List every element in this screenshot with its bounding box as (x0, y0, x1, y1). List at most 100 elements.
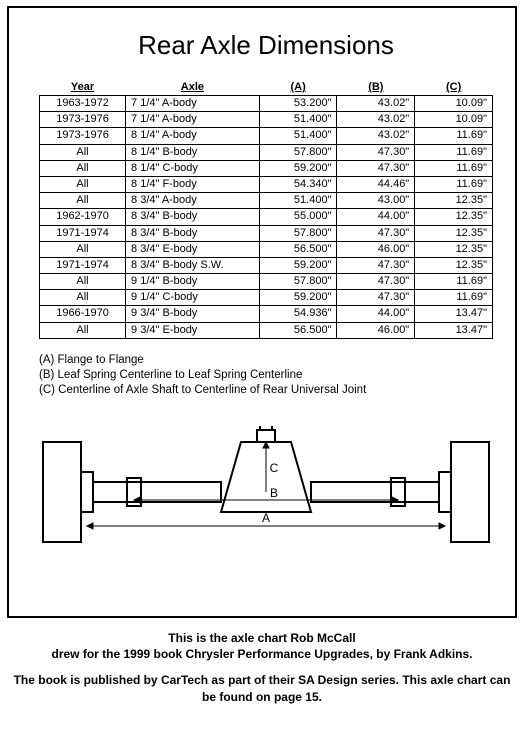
table-cell: 1973-1976 (40, 112, 126, 128)
legend-b: (B) Leaf Spring Centerline to Leaf Sprin… (39, 368, 493, 383)
table-cell: 10.09" (415, 96, 493, 112)
table-cell: 47.30" (337, 160, 415, 176)
table-cell: 47.30" (337, 257, 415, 273)
legend-a: (A) Flange to Flange (39, 353, 493, 368)
table-cell: 9 1/4" C-body (126, 290, 260, 306)
table-row: All8 1/4" C-body59.200"47.30"11.69" (40, 160, 493, 176)
table-cell: 13.47" (415, 322, 493, 338)
table-cell: 11.69" (415, 176, 493, 192)
table-cell: 59.200" (259, 160, 337, 176)
page-title: Rear Axle Dimensions (39, 30, 493, 61)
table-cell: 51.400" (259, 193, 337, 209)
table-cell: 11.69" (415, 160, 493, 176)
table-row: All9 1/4" B-body57.800"47.30"11.69" (40, 274, 493, 290)
table-cell: 57.800" (259, 144, 337, 160)
table-cell: 44.46" (337, 176, 415, 192)
table-cell: 12.35" (415, 193, 493, 209)
table-cell: All (40, 176, 126, 192)
table-cell: 47.30" (337, 225, 415, 241)
caption-line2: The book is published by CarTech as part… (7, 672, 517, 704)
col-axle: Axle (126, 79, 260, 96)
table-cell: 56.500" (259, 322, 337, 338)
table-row: All9 3/4" E-body56.500"46.00"13.47" (40, 322, 493, 338)
table-cell: 59.200" (259, 290, 337, 306)
table-cell: All (40, 274, 126, 290)
table-cell: 43.02" (337, 128, 415, 144)
col-a: (A) (259, 79, 337, 96)
table-cell: 54.936" (259, 306, 337, 322)
table-row: 1971-19748 3/4" B-body S.W.59.200"47.30"… (40, 257, 493, 273)
table-cell: All (40, 193, 126, 209)
table-cell: 44.00" (337, 306, 415, 322)
table-cell: 8 1/4" A-body (126, 128, 260, 144)
table-cell: 43.02" (337, 112, 415, 128)
table-cell: 57.800" (259, 274, 337, 290)
table-cell: 51.400" (259, 112, 337, 128)
table-cell: 47.30" (337, 290, 415, 306)
table-cell: All (40, 241, 126, 257)
table-cell: 11.69" (415, 144, 493, 160)
table-cell: 8 3/4" A-body (126, 193, 260, 209)
table-row: 1966-19709 3/4" B-body54.936"44.00"13.47… (40, 306, 493, 322)
table-row: All8 1/4" B-body57.800"47.30"11.69" (40, 144, 493, 160)
table-cell: 1966-1970 (40, 306, 126, 322)
table-cell: 12.35" (415, 257, 493, 273)
diagram-label-c: C (270, 461, 279, 475)
table-cell: 51.400" (259, 128, 337, 144)
table-cell: 10.09" (415, 112, 493, 128)
table-row: 1971-19748 3/4" B-body57.800"47.30"12.35… (40, 225, 493, 241)
table-cell: 7 1/4" A-body (126, 96, 260, 112)
caption-line1a: This is the axle chart Rob McCall (168, 631, 355, 645)
table-cell: 59.200" (259, 257, 337, 273)
table-row: 1963-19727 1/4" A-body53.200"43.02"10.09… (40, 96, 493, 112)
table-cell: 12.35" (415, 209, 493, 225)
table-cell: 9 3/4" E-body (126, 322, 260, 338)
table-row: 1973-19768 1/4" A-body51.400"43.02"11.69… (40, 128, 493, 144)
table-cell: 13.47" (415, 306, 493, 322)
table-cell: 8 3/4" B-body (126, 209, 260, 225)
diagram-label-a: A (262, 511, 270, 525)
table-row: 1973-19767 1/4" A-body51.400"43.02"10.09… (40, 112, 493, 128)
page-frame: Rear Axle Dimensions Year Axle (A) (B) (… (7, 6, 517, 618)
table-cell: 43.02" (337, 96, 415, 112)
table-cell: 47.30" (337, 274, 415, 290)
table-cell: 46.00" (337, 322, 415, 338)
legend: (A) Flange to Flange (B) Leaf Spring Cen… (39, 353, 493, 398)
table-cell: 8 1/4" F-body (126, 176, 260, 192)
table-cell: 55.000" (259, 209, 337, 225)
diagram-label-b: B (270, 486, 278, 500)
table-cell: 8 1/4" B-body (126, 144, 260, 160)
table-cell: 11.69" (415, 128, 493, 144)
table-cell: 11.69" (415, 290, 493, 306)
table-cell: 1971-1974 (40, 225, 126, 241)
table-cell: 9 3/4" B-body (126, 306, 260, 322)
table-cell: 43.00" (337, 193, 415, 209)
table-cell: 56.500" (259, 241, 337, 257)
table-cell: 8 3/4" B-body (126, 225, 260, 241)
table-cell: 46.00" (337, 241, 415, 257)
table-row: 1962-19708 3/4" B-body55.000"44.00"12.35… (40, 209, 493, 225)
table-cell: 53.200" (259, 96, 337, 112)
col-b: (B) (337, 79, 415, 96)
axle-table: Year Axle (A) (B) (C) 1963-19727 1/4" A-… (39, 79, 493, 339)
table-cell: 9 1/4" B-body (126, 274, 260, 290)
table-cell: 1971-1974 (40, 257, 126, 273)
table-cell: 11.69" (415, 274, 493, 290)
table-cell: 47.30" (337, 144, 415, 160)
table-cell: All (40, 144, 126, 160)
col-c: (C) (415, 79, 493, 96)
table-row: All8 1/4" F-body54.340"44.46"11.69" (40, 176, 493, 192)
table-header-row: Year Axle (A) (B) (C) (40, 79, 493, 96)
caption: This is the axle chart Rob McCall drew f… (7, 630, 517, 705)
table-row: All8 3/4" A-body51.400"43.00"12.35" (40, 193, 493, 209)
table-cell: 1962-1970 (40, 209, 126, 225)
table-cell: 1963-1972 (40, 96, 126, 112)
table-cell: 57.800" (259, 225, 337, 241)
table-cell: 12.35" (415, 225, 493, 241)
table-cell: 8 3/4" E-body (126, 241, 260, 257)
axle-diagram: C B A (39, 422, 493, 562)
table-cell: 7 1/4" A-body (126, 112, 260, 128)
table-cell: All (40, 160, 126, 176)
table-cell: 12.35" (415, 241, 493, 257)
table-cell: All (40, 322, 126, 338)
